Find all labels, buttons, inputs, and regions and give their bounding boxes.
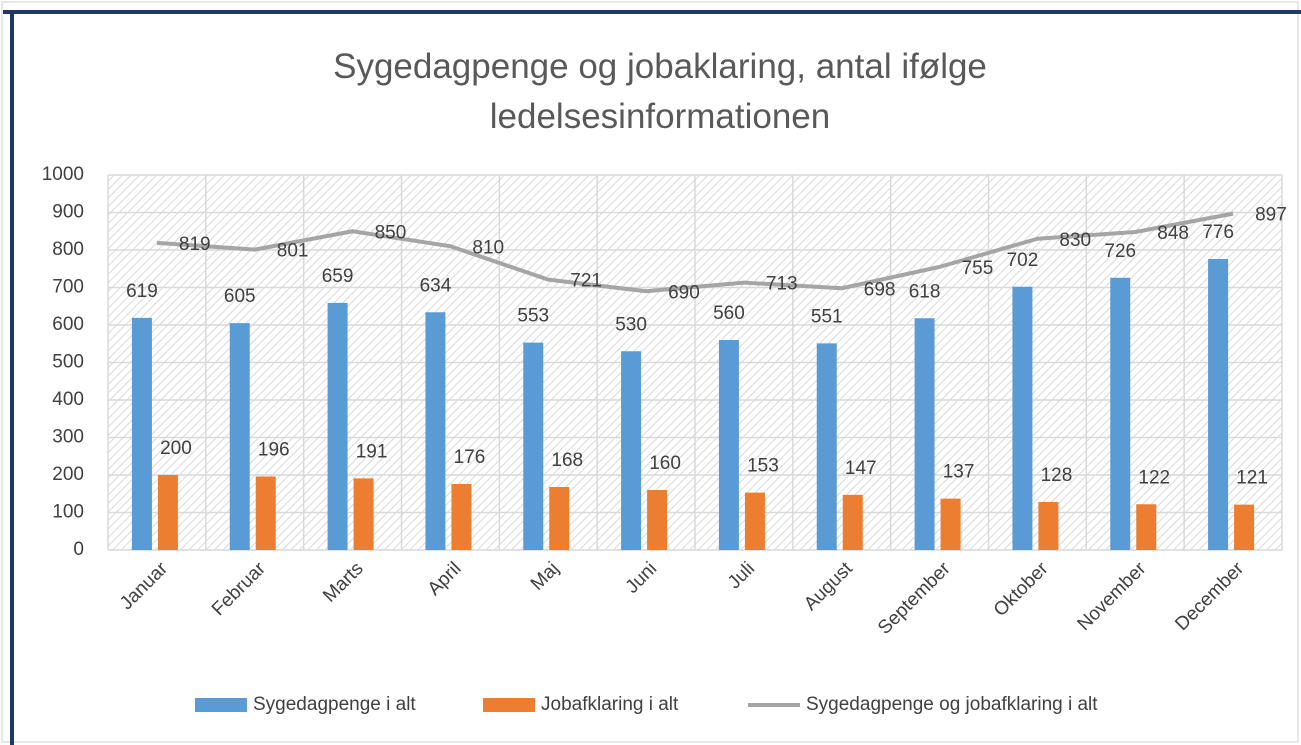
bar (255, 476, 276, 550)
y-tick-label: 400 (52, 389, 84, 410)
legend-swatch (483, 698, 535, 712)
data-label: 200 (160, 438, 192, 459)
data-label: 726 (1104, 241, 1136, 262)
bar (229, 323, 250, 550)
data-label: 551 (811, 306, 843, 327)
legend-label: Sygedagpenge og jobafklaring i alt (806, 694, 1098, 715)
bar (914, 318, 935, 550)
bar (940, 498, 961, 550)
y-tick-label: 1000 (42, 164, 84, 185)
bar (621, 351, 642, 550)
line-label: 801 (277, 241, 309, 262)
data-label: 605 (224, 286, 256, 307)
bar (842, 494, 863, 550)
data-label: 634 (420, 275, 452, 296)
bar (1208, 259, 1229, 550)
line-label: 755 (962, 258, 994, 279)
bar (327, 302, 348, 550)
y-tick-label: 900 (52, 202, 84, 223)
bar (1234, 504, 1255, 550)
line-label: 850 (375, 222, 407, 243)
chart-title: Sygedagpenge og jobaklaring, antal ifølg… (333, 47, 987, 136)
y-tick-label: 200 (52, 464, 84, 485)
line-label: 698 (864, 279, 896, 300)
data-label: 176 (454, 447, 486, 468)
line-label: 721 (570, 271, 602, 292)
data-label: 618 (909, 281, 941, 302)
bar (744, 492, 765, 550)
y-tick-label: 300 (52, 427, 84, 448)
bar (816, 343, 837, 550)
data-label: 168 (551, 450, 583, 471)
y-tick-label: 800 (52, 239, 84, 260)
data-label: 659 (322, 266, 354, 287)
bar (1038, 502, 1059, 550)
bar (451, 484, 472, 550)
data-label: 160 (649, 453, 681, 474)
y-tick-label: 100 (52, 502, 84, 523)
legend-label: Jobafklaring i alt (541, 694, 679, 715)
data-label: 776 (1202, 222, 1234, 243)
bar (425, 312, 446, 550)
data-label: 702 (1007, 250, 1039, 271)
bar (549, 487, 570, 550)
data-label: 121 (1236, 468, 1268, 489)
y-tick-label: 500 (52, 352, 84, 373)
bar (353, 478, 374, 550)
data-label: 553 (517, 306, 549, 327)
data-label: 137 (943, 462, 975, 483)
data-label: 560 (713, 303, 745, 324)
legend-swatch (195, 698, 247, 712)
line-label: 819 (179, 234, 211, 255)
data-label: 147 (845, 458, 877, 479)
line-label: 713 (766, 274, 798, 295)
bar (647, 490, 668, 550)
data-label: 191 (356, 441, 388, 462)
data-label: 530 (615, 314, 647, 335)
bar (718, 340, 739, 550)
data-label: 128 (1041, 465, 1073, 486)
y-tick-label: 0 (73, 539, 84, 560)
line-label: 810 (472, 237, 504, 258)
data-label: 619 (126, 281, 158, 302)
data-label: 122 (1138, 467, 1170, 488)
y-tick-label: 600 (52, 314, 84, 335)
bar (1012, 286, 1033, 550)
line-label: 848 (1157, 223, 1189, 244)
bar (157, 475, 178, 550)
bar (1136, 504, 1157, 550)
line-label: 830 (1059, 230, 1091, 251)
bar (523, 342, 544, 550)
bar (131, 317, 152, 550)
data-label: 196 (258, 440, 290, 461)
bar (1110, 277, 1131, 550)
line-label: 690 (668, 282, 700, 303)
legend-label: Sygedagpenge i alt (253, 694, 416, 715)
data-label: 153 (747, 456, 779, 477)
y-tick-label: 700 (52, 277, 84, 298)
line-label: 897 (1255, 205, 1287, 226)
line (156, 211, 1234, 294)
